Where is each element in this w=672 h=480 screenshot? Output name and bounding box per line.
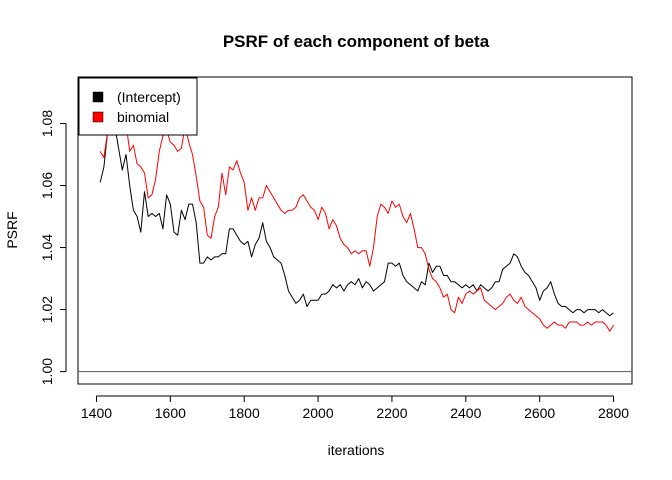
x-axis-label: iterations [328, 442, 385, 458]
plot-frame [77, 76, 633, 385]
legend-box [78, 77, 198, 136]
y-tick-label: 1.02 [39, 296, 55, 323]
x-tick-label: 2400 [450, 405, 481, 421]
series-line-binomial [99, 104, 614, 332]
series-line-intercept [99, 119, 614, 317]
legend-label: binomial [117, 109, 169, 125]
y-tick-label: 1.00 [39, 358, 55, 385]
y-tick-label: 1.04 [39, 234, 55, 261]
x-tick-label: 2200 [376, 405, 407, 421]
chart-title: PSRF of each component of beta [223, 32, 490, 51]
x-axis: 1400 1600 1800 2000 2200 2400 2600 2800 [81, 395, 629, 421]
legend-swatch [92, 111, 104, 123]
x-tick-label: 1800 [229, 405, 260, 421]
x-tick-label: 2000 [302, 405, 333, 421]
legend-swatch [92, 91, 104, 103]
legend: (Intercept) binomial [78, 77, 198, 136]
y-axis: 1.00 1.02 1.04 1.06 1.08 [39, 110, 67, 385]
legend-label: (Intercept) [117, 89, 181, 105]
y-axis-label: PSRF [4, 211, 20, 248]
y-tick-label: 1.08 [39, 110, 55, 137]
x-tick-label: 1400 [81, 405, 112, 421]
x-tick-label: 1600 [155, 405, 186, 421]
y-tick-label: 1.06 [39, 172, 55, 199]
x-tick-label: 2600 [524, 405, 555, 421]
x-tick-label: 2800 [598, 405, 629, 421]
